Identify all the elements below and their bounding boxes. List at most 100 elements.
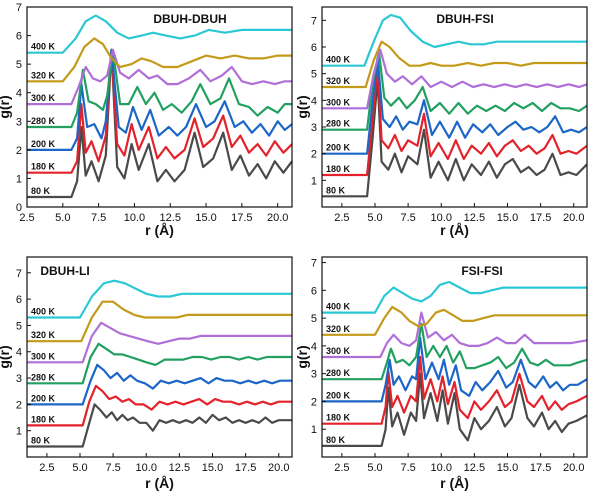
y-tick-label: 4 bbox=[16, 88, 22, 100]
x-tick-label: 15.0 bbox=[497, 462, 518, 474]
x-tick-label: 7.5 bbox=[400, 212, 415, 224]
y-tick-label: 3 bbox=[16, 373, 22, 385]
y-tick-label: 1 bbox=[16, 426, 22, 438]
series-label: 300 K bbox=[31, 351, 56, 361]
y-tick-label: 7 bbox=[311, 15, 317, 27]
series-label: 320 K bbox=[326, 76, 351, 86]
series-line-300k bbox=[322, 311, 588, 359]
series-label: 300 K bbox=[326, 346, 351, 356]
y-tick-label: 2 bbox=[311, 396, 317, 408]
series-line-280k bbox=[27, 48, 292, 129]
series-label: 280 K bbox=[31, 116, 56, 126]
series-label: 280 K bbox=[31, 372, 56, 382]
x-tick-label: 20.0 bbox=[267, 212, 288, 224]
x-tick-label: 5.0 bbox=[55, 212, 70, 224]
x-tick-label: 7.5 bbox=[105, 462, 120, 474]
series-label: 80 K bbox=[31, 186, 51, 196]
series-label: 80 K bbox=[326, 185, 346, 195]
x-tick-label: 12.5 bbox=[169, 462, 190, 474]
x-axis-label: r (Å) bbox=[440, 222, 469, 238]
x-tick-label: 20.0 bbox=[268, 462, 289, 474]
x-tick-label: 10.0 bbox=[136, 462, 157, 474]
series-line-300k bbox=[322, 48, 588, 110]
x-tick-label: 5.0 bbox=[367, 462, 382, 474]
x-tick-label: 17.5 bbox=[530, 462, 551, 474]
panel-title: DBUH-LI bbox=[40, 264, 89, 278]
series-line-280k bbox=[27, 342, 292, 385]
y-tick-label: 5 bbox=[16, 320, 22, 332]
y-tick-label: 5 bbox=[311, 69, 317, 81]
series-line-80k bbox=[322, 77, 588, 198]
series-line-180k bbox=[27, 48, 293, 174]
y-axis-label: g(r) bbox=[294, 95, 310, 118]
series-label: 80 K bbox=[326, 435, 346, 445]
series-label: 180 K bbox=[31, 162, 56, 172]
series-label: 300 K bbox=[31, 93, 56, 103]
series-label: 400 K bbox=[326, 302, 351, 312]
plot-frame bbox=[321, 6, 588, 208]
x-tick-label: 12.5 bbox=[160, 212, 181, 224]
series-line-180k bbox=[322, 64, 588, 177]
y-tick-label: 6 bbox=[16, 31, 22, 43]
y-tick-label: 5 bbox=[311, 313, 317, 325]
plot-frame bbox=[321, 256, 588, 458]
x-tick-label: 5.0 bbox=[367, 212, 382, 224]
series-label: 180 K bbox=[326, 164, 351, 174]
series-line-80k bbox=[27, 48, 293, 199]
series-line-280k bbox=[322, 322, 588, 381]
y-tick-label: 7 bbox=[311, 258, 317, 270]
y-tick-label: 1 bbox=[16, 173, 22, 185]
plot-frame bbox=[26, 256, 293, 458]
y-tick-label: 6 bbox=[16, 294, 22, 306]
y-tick-label: 3 bbox=[16, 116, 22, 128]
series-line-320k bbox=[322, 305, 587, 336]
x-tick-label: 12.5 bbox=[464, 462, 485, 474]
x-tick-label: 10.0 bbox=[431, 462, 452, 474]
panel-title: FSI-FSI bbox=[461, 264, 502, 278]
series-label: 180 K bbox=[326, 413, 351, 423]
panel-1: 80 K 180 K 200 K 280 K 300 K 320 K 400 K 2.5 5.0… bbox=[294, 6, 588, 238]
x-tick-label: 15.0 bbox=[202, 462, 223, 474]
series-line-300k bbox=[27, 48, 292, 106]
y-axis-label: g(r) bbox=[0, 95, 12, 118]
x-tick-label: 10.0 bbox=[431, 212, 452, 224]
series-line-180k bbox=[27, 384, 292, 427]
series-label: 400 K bbox=[326, 55, 351, 65]
y-tick-label: 4 bbox=[311, 341, 317, 353]
series-line-200k bbox=[322, 56, 588, 155]
series-line-400k bbox=[27, 14, 292, 54]
x-axis-label: r (Å) bbox=[145, 475, 174, 491]
x-axis-label: r (Å) bbox=[440, 475, 469, 491]
series-line-200k bbox=[27, 48, 293, 151]
x-tick-label: 17.5 bbox=[235, 462, 256, 474]
y-tick-label: 3 bbox=[311, 122, 317, 134]
y-tick-label: 5 bbox=[16, 59, 22, 71]
series-line-400k bbox=[322, 280, 587, 314]
plot-frame bbox=[26, 6, 293, 208]
series-label: 280 K bbox=[326, 119, 351, 129]
series-label: 280 K bbox=[326, 368, 351, 378]
series-label: 200 K bbox=[326, 143, 351, 153]
x-tick-label: 17.5 bbox=[530, 212, 551, 224]
series-label: 320 K bbox=[31, 70, 56, 80]
series-line-200k bbox=[27, 363, 292, 406]
series-line-200k bbox=[322, 336, 588, 403]
series-label: 320 K bbox=[326, 324, 351, 334]
series-line-80k bbox=[27, 403, 292, 448]
y-tick-label: 1 bbox=[311, 424, 317, 436]
y-tick-label: 4 bbox=[311, 95, 317, 107]
y-tick-label: 6 bbox=[311, 42, 317, 54]
y-tick-label: 6 bbox=[311, 285, 317, 297]
series-label: 300 K bbox=[326, 97, 351, 107]
series-label: 400 K bbox=[31, 42, 56, 52]
series-label: 200 K bbox=[31, 139, 56, 149]
x-tick-label: 7.5 bbox=[91, 212, 106, 224]
x-tick-label: 5.0 bbox=[72, 462, 87, 474]
y-tick-label: 7 bbox=[16, 2, 22, 14]
panel-title: DBUH-DBUH bbox=[153, 12, 226, 26]
x-tick-label: 2.5 bbox=[19, 212, 34, 224]
y-tick-label: 2 bbox=[16, 399, 22, 411]
series-label: 400 K bbox=[31, 307, 56, 317]
x-tick-label: 15.0 bbox=[195, 212, 216, 224]
